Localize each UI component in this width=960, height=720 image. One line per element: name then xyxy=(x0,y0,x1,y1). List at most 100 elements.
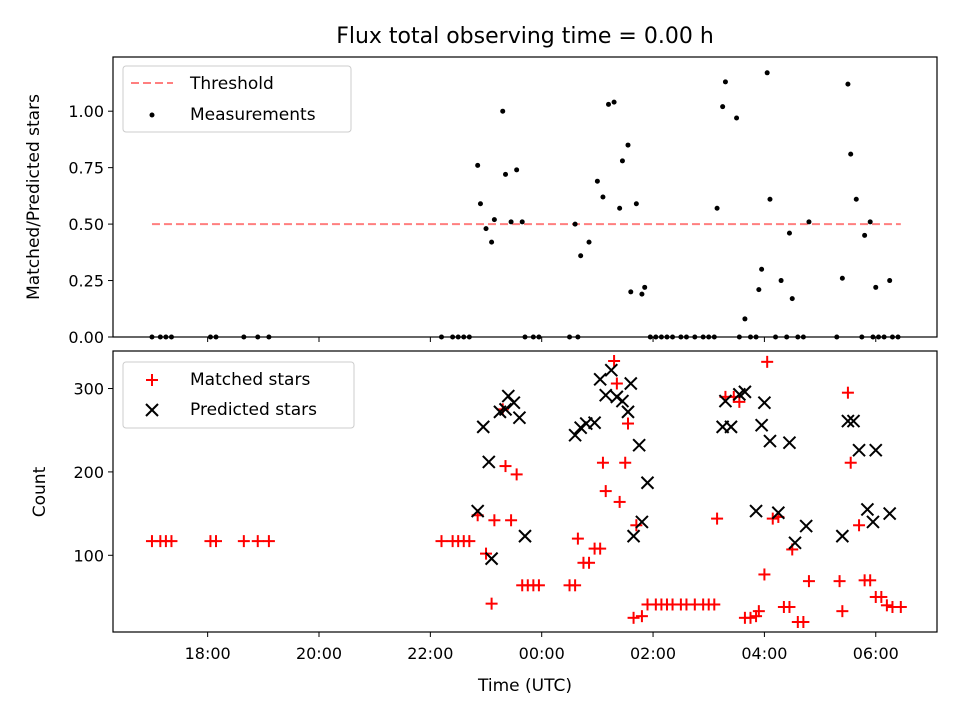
predicted-star-point xyxy=(507,395,521,410)
predicted-star-point xyxy=(599,388,613,402)
measurement-point xyxy=(266,334,272,340)
predicted-star-point xyxy=(882,506,897,521)
matched-star-point xyxy=(210,535,222,548)
measurement-point xyxy=(800,334,806,340)
predicted-star-point xyxy=(621,405,635,419)
measurement-point xyxy=(567,334,573,340)
top-y-tick-label: 1.00 xyxy=(68,102,104,121)
measurement-point xyxy=(700,334,706,340)
matched-star-point xyxy=(708,598,721,611)
measurement-point xyxy=(658,334,664,340)
top-y-tick-label: 0.75 xyxy=(68,159,104,178)
predicted-star-point xyxy=(476,420,490,434)
matched-star-point xyxy=(744,611,757,624)
matched-star-point xyxy=(844,456,857,469)
bottom-x-tick-label: 04:00 xyxy=(741,644,787,663)
predicted-star-point xyxy=(860,502,875,517)
matched-star-point xyxy=(571,532,584,545)
measurement-point xyxy=(786,230,792,236)
bottom-y-ticks: 100 200 300 xyxy=(73,380,113,565)
predicted-legend-marker xyxy=(145,403,159,417)
measurement-point xyxy=(711,334,717,340)
predicted-star-point xyxy=(626,529,641,543)
measurement-point xyxy=(586,239,592,245)
predicted-star-point xyxy=(484,551,499,566)
measurement-point xyxy=(633,201,639,207)
predicted-star-point xyxy=(846,414,861,428)
predicted-star-point xyxy=(757,395,772,410)
measurement-point xyxy=(149,334,155,340)
measurement-point xyxy=(759,266,765,272)
bottom-legend-box xyxy=(122,361,355,429)
matched-star-point xyxy=(583,556,596,569)
measurement-point xyxy=(606,101,612,107)
predicted-star-point xyxy=(841,414,855,428)
measurement-point xyxy=(241,334,247,340)
matched-legend-label: Matched stars xyxy=(190,370,310,390)
measurement-point xyxy=(834,334,840,340)
measurement-point xyxy=(617,205,623,211)
matched-star-point xyxy=(569,579,582,592)
bottom-x-tick-label: 20:00 xyxy=(296,644,342,663)
measurement-point xyxy=(483,226,489,232)
measurement-point xyxy=(887,278,893,284)
matched-star-point xyxy=(630,519,643,532)
predicted-star-point xyxy=(482,455,496,469)
measurement-point xyxy=(773,334,779,340)
bottom-y-tick-label: 200 xyxy=(73,463,104,482)
measurement-point xyxy=(862,232,868,238)
measurement-point xyxy=(572,221,578,227)
top-legend: Threshold Measurements xyxy=(122,65,352,133)
matched-star-point xyxy=(880,599,893,612)
measurement-point xyxy=(889,334,895,340)
measurement-point xyxy=(455,334,461,340)
matched-star-point xyxy=(463,535,476,548)
measurement-point xyxy=(706,334,712,340)
predicted-star-point xyxy=(799,519,813,533)
measurement-point xyxy=(508,219,514,225)
measurement-point xyxy=(881,334,887,340)
matched-stars-points xyxy=(145,355,907,628)
predicted-star-point xyxy=(738,385,752,399)
measurement-point xyxy=(722,79,728,85)
measurement-point xyxy=(491,217,497,223)
matched-star-point xyxy=(853,519,866,532)
measurement-point xyxy=(594,178,600,184)
measurement-point xyxy=(163,334,169,340)
predicted-star-point xyxy=(568,428,582,442)
matched-star-point xyxy=(619,456,632,469)
measurement-point xyxy=(500,108,506,114)
matched-star-point xyxy=(610,377,623,390)
measurement-point xyxy=(839,275,845,281)
measurement-point xyxy=(157,334,163,340)
measurement-point xyxy=(873,284,879,290)
matched-star-point xyxy=(165,535,178,548)
matched-star-point xyxy=(251,535,264,548)
matched-star-point xyxy=(505,514,518,527)
predicted-star-point xyxy=(518,529,532,543)
predicted-star-point xyxy=(604,363,619,377)
top-x-ticks xyxy=(207,337,877,342)
matched-star-point xyxy=(841,386,854,399)
predicted-star-point xyxy=(635,515,649,529)
measurement-point xyxy=(168,334,174,340)
matched-star-point xyxy=(599,485,612,498)
measurement-point xyxy=(736,334,742,340)
measurement-point xyxy=(575,334,581,340)
chart-title: Flux total observing time = 0.00 h xyxy=(336,24,714,49)
measurement-point xyxy=(503,171,509,177)
predicted-legend-label: Predicted stars xyxy=(190,400,317,420)
top-panel: 0.00 0.25 0.50 0.75 1.00 Matched/Predicted s… xyxy=(24,56,938,347)
measurement-point xyxy=(742,316,748,322)
bottom-x-tick-label: 18:00 xyxy=(185,644,231,663)
measurement-point xyxy=(764,70,770,76)
predicted-star-point xyxy=(512,410,527,425)
measurement-point xyxy=(519,219,525,225)
measurement-point xyxy=(628,289,634,295)
matched-star-point xyxy=(627,611,640,624)
measurement-point xyxy=(600,194,606,200)
measurement-point xyxy=(475,162,481,168)
matched-star-point xyxy=(711,512,724,525)
measurement-point xyxy=(683,334,689,340)
measurement-point xyxy=(639,291,645,297)
